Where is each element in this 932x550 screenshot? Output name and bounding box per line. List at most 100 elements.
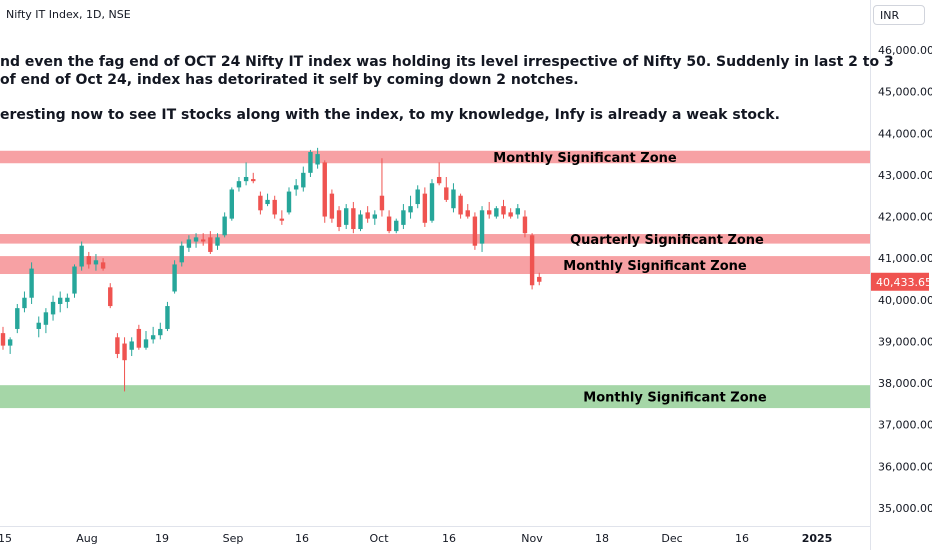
candle-body xyxy=(150,335,156,340)
candle-body xyxy=(158,328,163,336)
time-tick-label: Aug xyxy=(76,532,97,545)
candle-body xyxy=(444,187,449,200)
candle-body xyxy=(358,214,363,230)
zone-label: Monthly Significant Zone xyxy=(583,391,767,406)
candle-body xyxy=(22,297,27,309)
candle-body xyxy=(401,210,406,225)
candle-body xyxy=(265,199,270,205)
candle-body xyxy=(108,287,113,307)
candle-body xyxy=(537,276,542,282)
candle-body xyxy=(472,216,478,246)
candle-body xyxy=(0,333,6,346)
zone-label: Monthly Significant Zone xyxy=(563,259,747,274)
candle-body xyxy=(329,193,335,219)
time-tick-label: Sep xyxy=(223,532,244,545)
price-tick-label: 38,000.00 xyxy=(878,377,932,390)
price-tick-label: 35,000.00 xyxy=(878,502,932,515)
candle-body xyxy=(394,220,399,232)
price-tick-label: 42,000.00 xyxy=(878,211,932,224)
candle-body xyxy=(322,162,327,217)
chart-title: Nifty IT Index, 1D, NSE xyxy=(6,8,131,21)
time-tick-label: 16 xyxy=(735,532,749,545)
candle-body xyxy=(508,212,513,217)
candle-body xyxy=(86,256,91,265)
candle-body xyxy=(129,341,134,350)
last-price-label: 40,433.65 xyxy=(876,276,932,289)
annotation-line-2: of end of Oct 24, index has detorirated … xyxy=(0,72,579,88)
candle-body xyxy=(529,235,535,286)
candle-body xyxy=(65,297,70,302)
annotation-line-3: eresting now to see IT stocks along with… xyxy=(0,107,780,123)
candle-body xyxy=(222,216,227,236)
candle-body xyxy=(436,176,442,184)
price-tick-label: 37,000.00 xyxy=(878,419,932,432)
price-axis: 46,000.00 45,000.00 44,000.00 43,000.00 42,0… xyxy=(871,44,932,515)
candle-body xyxy=(351,208,356,230)
candle-body xyxy=(415,189,420,205)
candle-body xyxy=(501,206,506,215)
candle-body xyxy=(279,218,285,221)
candle-body xyxy=(186,239,192,248)
price-tick-label: 41,000.00 xyxy=(878,252,932,265)
candle-body xyxy=(93,260,99,265)
price-tick-label: 43,000.00 xyxy=(878,169,932,182)
candle-body xyxy=(293,185,299,190)
time-tick-label: 16 xyxy=(442,532,456,545)
candle-body xyxy=(7,339,13,346)
candle-body xyxy=(79,245,84,267)
candle-body xyxy=(251,179,256,182)
zones-layer: Monthly Significant Zone Quarterly Signif… xyxy=(0,150,870,409)
candle-body xyxy=(515,208,520,215)
candle-body xyxy=(458,195,463,215)
candle-body xyxy=(379,195,385,211)
zone-band xyxy=(0,256,870,275)
zone-band xyxy=(0,234,870,244)
candle-body xyxy=(336,210,342,227)
candle-body xyxy=(136,328,142,348)
candle-body xyxy=(258,195,263,211)
candle-body xyxy=(201,239,206,242)
candle-body xyxy=(72,266,77,294)
candle-body xyxy=(422,193,428,223)
candle-body xyxy=(208,237,213,252)
candle-body xyxy=(43,312,49,325)
currency-selector[interactable]: INR xyxy=(873,5,925,25)
candle-body xyxy=(372,214,377,219)
candle-body xyxy=(365,212,370,219)
candle-body xyxy=(272,199,277,215)
candle-body xyxy=(286,191,292,213)
time-tick-label: 15 xyxy=(0,532,12,545)
candle-body xyxy=(386,216,392,232)
time-tick-label: Nov xyxy=(521,532,543,545)
last-price-tag xyxy=(871,272,929,291)
candle-body xyxy=(193,237,199,242)
time-tick-label: 18 xyxy=(595,532,609,545)
zone-band xyxy=(0,385,870,409)
time-tick-label: 2025 xyxy=(802,532,833,545)
candle-body xyxy=(243,176,249,182)
candle-body xyxy=(165,306,170,329)
time-axis: 15 Aug 19 Sep 16 Oct 16 Nov 18 Dec 16 2025 xyxy=(0,532,832,545)
zone-band xyxy=(0,150,870,164)
price-tick-label: 44,000.00 xyxy=(878,127,932,140)
candle-body xyxy=(215,237,220,246)
annotation-line-1: nd even the fag end of OCT 24 Nifty IT i… xyxy=(0,54,894,70)
candle-body xyxy=(487,210,492,215)
candle-body xyxy=(301,172,306,188)
candle-body xyxy=(344,208,349,225)
candle-body xyxy=(15,308,20,329)
time-tick-label: Oct xyxy=(369,532,389,545)
candles-layer xyxy=(0,147,542,392)
candle-body xyxy=(408,206,413,213)
candle-body xyxy=(29,268,34,298)
time-tick-label: 19 xyxy=(155,532,169,545)
candle-body xyxy=(143,339,149,348)
candle-body xyxy=(115,337,120,354)
candle-body xyxy=(522,216,528,234)
candle-body xyxy=(229,189,234,219)
price-tick-label: 40,000.00 xyxy=(878,294,932,307)
candle-body xyxy=(479,210,485,244)
candle-body xyxy=(429,183,435,221)
candle-body xyxy=(100,262,106,269)
